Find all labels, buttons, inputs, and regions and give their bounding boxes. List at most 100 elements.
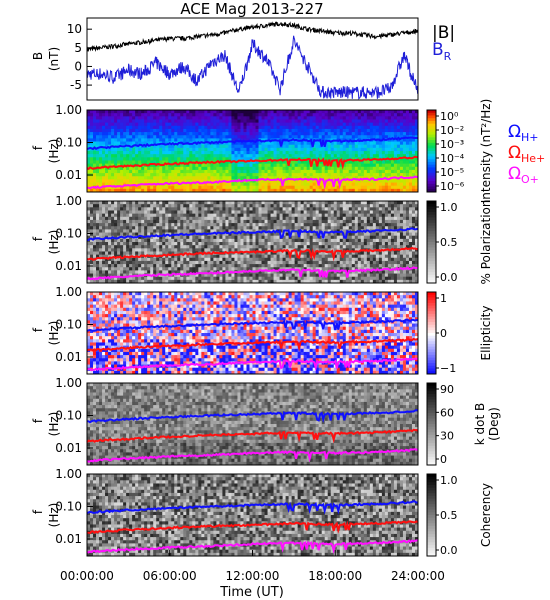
plot-frame bbox=[86, 109, 419, 193]
gyro-line-h bbox=[86, 136, 419, 151]
colorbar: 1.0 0.5 0.0 % Polarization bbox=[426, 200, 493, 285]
colorbar-tick-label: 0.5 bbox=[440, 236, 458, 249]
y-tick-label: 1.00 bbox=[55, 376, 82, 390]
colorbar-label: Coherency bbox=[479, 483, 493, 547]
y-tick-label: 0.01 bbox=[55, 532, 82, 546]
gyro-label-he: ΩHe+ bbox=[508, 143, 545, 165]
y-tick-label: 0.01 bbox=[55, 441, 82, 455]
y-tick-label: 0.01 bbox=[55, 168, 82, 182]
x-tick-label: 18:00:00 bbox=[308, 569, 362, 583]
legend-br: BR bbox=[432, 40, 452, 63]
panel-b-field: B (nT) 10 5 0 -5 |B|BR bbox=[31, 17, 455, 101]
gyro-line-h bbox=[86, 500, 419, 515]
colorbar-tick-label: 10⁻⁵ bbox=[440, 166, 464, 179]
panel-intensity: f (Hz) 1.00 0.10 0.01 10⁰10⁻²10⁻³10⁻⁴10⁻⁵10⁻⁶… bbox=[31, 99, 545, 204]
y-tick-label: 0.10 bbox=[55, 500, 82, 514]
y-tick-label: 1.00 bbox=[55, 194, 82, 208]
y-axis-label: f bbox=[31, 418, 45, 423]
colorbar-label: Ellipticity bbox=[479, 306, 493, 361]
gyro-line-he bbox=[86, 428, 419, 444]
colorbar: 1.0 0.5 0.0 Coherency bbox=[426, 473, 493, 557]
gyro-line-h bbox=[86, 227, 419, 242]
colorbar-label: k dot B bbox=[473, 403, 487, 445]
colorbar-tick-label: 1.0 bbox=[440, 201, 458, 214]
y-axis-label: f bbox=[31, 236, 45, 241]
y-axis-label: f bbox=[31, 145, 45, 150]
gyro-label-o: ΩO+ bbox=[508, 164, 539, 186]
y-tick-label: 1.00 bbox=[55, 285, 82, 299]
gyro-line-he bbox=[86, 246, 419, 262]
gyro-line-o bbox=[86, 266, 419, 281]
y-tick-label: 0.10 bbox=[55, 318, 82, 332]
y-axis-unit: (Hz) bbox=[47, 412, 61, 437]
colorbar-tick-label: −1 bbox=[440, 362, 456, 375]
plot-frame bbox=[86, 17, 419, 101]
gyro-label-h: ΩH+ bbox=[508, 122, 539, 144]
panel-coherency: f (Hz) 1.00 0.10 0.01 1.0 0.5 0.0 Coherency bbox=[31, 467, 493, 557]
y-axis-unit: (Hz) bbox=[47, 321, 61, 346]
plot-frame bbox=[86, 291, 419, 375]
y-tick-label: -5 bbox=[70, 78, 82, 92]
colorbar-tick-label: 10⁻² bbox=[440, 124, 464, 137]
y-tick-label: 10 bbox=[67, 22, 82, 36]
y-axis-unit: (Hz) bbox=[47, 503, 61, 528]
gyro-line-h bbox=[86, 409, 419, 424]
gyro-line-o bbox=[86, 539, 419, 555]
x-tick-label: 00:00:00 bbox=[60, 569, 114, 583]
y-tick-label: 0.10 bbox=[55, 409, 82, 423]
panel-ellipticity: f (Hz) 1.00 0.10 0.01 1 0 −1 Ellipticity bbox=[31, 285, 493, 375]
y-tick-label: 0 bbox=[74, 59, 82, 73]
y-tick-label: 1.00 bbox=[55, 467, 82, 481]
colorbar-tick-label: 0 bbox=[440, 327, 447, 340]
colorbar-tick-label: 0.0 bbox=[440, 544, 458, 557]
colorbar-frame bbox=[426, 109, 437, 193]
gyro-line-o bbox=[86, 448, 419, 463]
colorbar-tick-label: 0.0 bbox=[440, 271, 458, 284]
colorbar-label: Intensity (nT²/Hz) bbox=[479, 99, 493, 204]
gyro-line-o bbox=[86, 175, 419, 190]
plot-frame bbox=[86, 382, 419, 466]
colorbar-tick-label: 10⁻⁶ bbox=[440, 180, 465, 193]
colorbar-tick-label: 30 bbox=[440, 430, 454, 443]
y-tick-label: 1.00 bbox=[55, 103, 82, 117]
x-tick-label: 06:00:00 bbox=[143, 569, 197, 583]
colorbar-unit: (Deg) bbox=[487, 407, 501, 441]
colorbar-tick-label: 90 bbox=[440, 383, 454, 396]
y-axis-unit: (Hz) bbox=[47, 139, 61, 164]
y-tick-label: 0.10 bbox=[55, 136, 82, 150]
colorbar: 1 0 −1 Ellipticity bbox=[426, 291, 493, 375]
heatmap-cells bbox=[87, 383, 419, 466]
colorbar-tick-label: 0 bbox=[440, 453, 447, 466]
colorbar-tick-label: 10⁰ bbox=[440, 110, 459, 123]
y-tick-label: 5 bbox=[74, 41, 82, 55]
y-tick-label: 0.01 bbox=[55, 350, 82, 364]
gyro-line-h bbox=[86, 318, 419, 332]
x-tick-label: 12:00:00 bbox=[226, 569, 280, 583]
panel-kdotb: f (Hz) 1.00 0.10 0.01 90 60 30 0 k dot B (Deg) bbox=[31, 376, 501, 466]
x-axis-label: Time (UT) bbox=[219, 585, 284, 600]
y-axis-label: f bbox=[31, 327, 45, 332]
colorbar: 90 60 30 0 k dot B (Deg) bbox=[426, 382, 501, 466]
colorbar-frame bbox=[426, 382, 437, 466]
colorbar-tick-label: 60 bbox=[440, 406, 454, 419]
gyro-line-he bbox=[86, 337, 419, 352]
legend-btotal: |B| bbox=[432, 23, 455, 43]
colorbar-tick-label: 10⁻³ bbox=[440, 138, 464, 151]
colorbar-tick-label: 1.0 bbox=[440, 474, 458, 487]
series-line-btotal bbox=[86, 21, 419, 53]
colorbar-tick-label: 1 bbox=[440, 292, 447, 305]
x-tick-label: 24:00:00 bbox=[391, 569, 445, 583]
y-axis-unit: (Hz) bbox=[47, 230, 61, 255]
y-tick-label: 0.01 bbox=[55, 259, 82, 273]
chart-title: ACE Mag 2013-227 bbox=[180, 0, 323, 18]
colorbar-tick-label: 10⁻⁴ bbox=[440, 152, 465, 165]
series-line-br bbox=[86, 35, 419, 100]
y-axis-label: B bbox=[31, 52, 45, 60]
colorbar-label: % Polarization bbox=[479, 200, 493, 285]
y-axis-label: f bbox=[31, 509, 45, 514]
gyro-line-he bbox=[87, 520, 419, 535]
plot-frame bbox=[86, 200, 419, 284]
panel-polarization: f (Hz) 1.00 0.10 0.01 1.0 0.5 0.0 % Polarization bbox=[31, 194, 493, 284]
gyro-line-he bbox=[86, 155, 419, 171]
